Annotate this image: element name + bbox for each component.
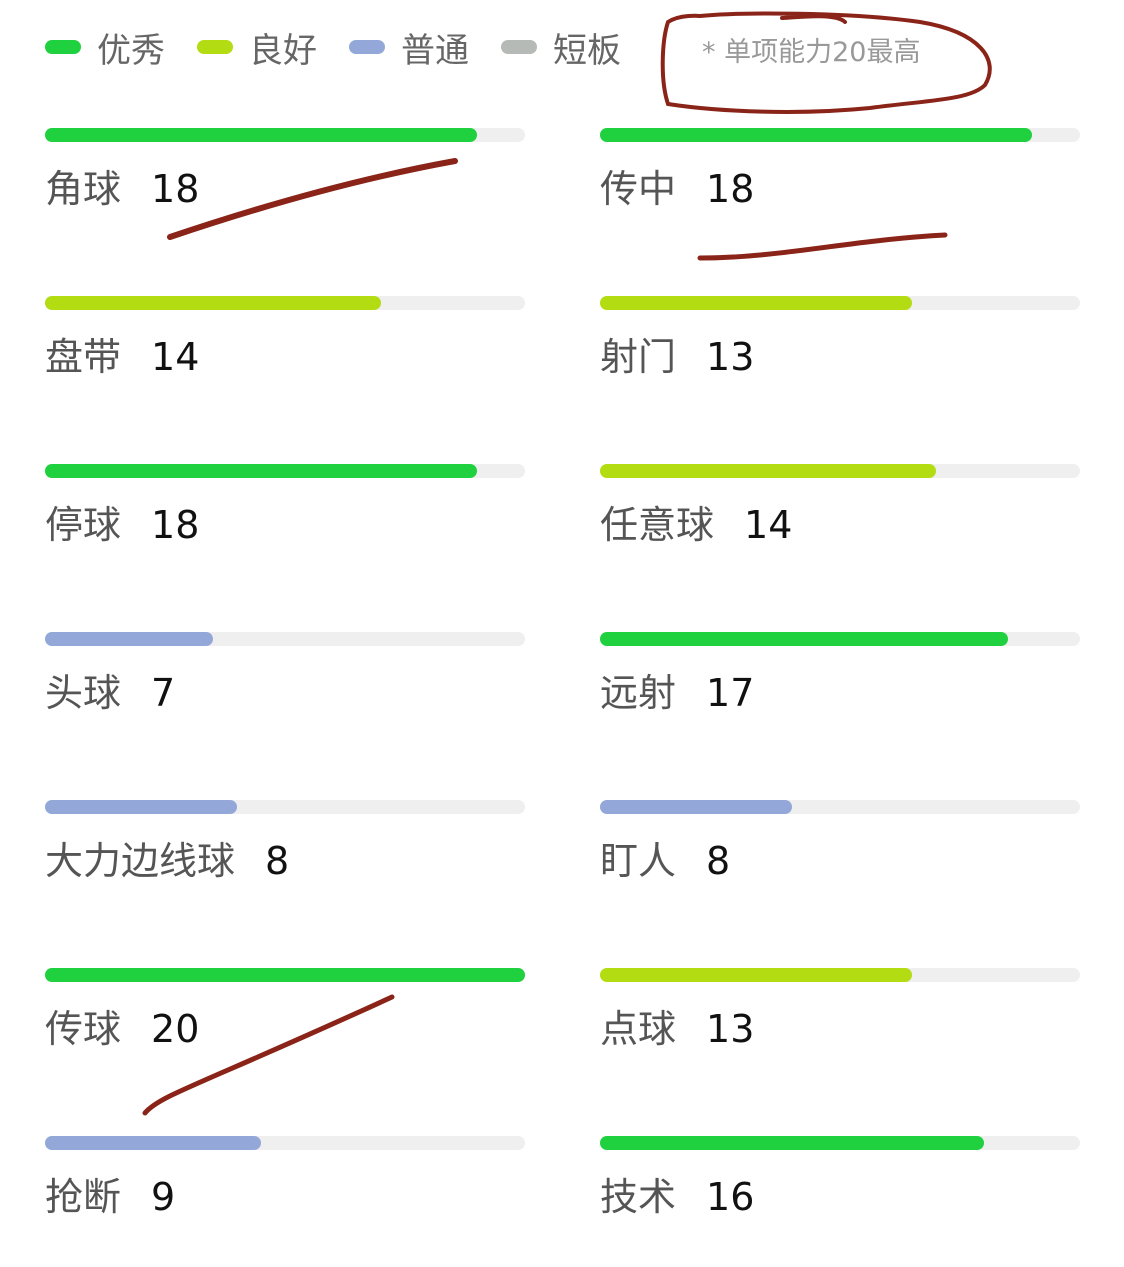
ability-name: 盘带 bbox=[45, 335, 122, 379]
ability-label: 停球 18 bbox=[45, 494, 199, 549]
ability-value: 8 bbox=[265, 839, 290, 883]
ability-item: 头球 7 bbox=[45, 632, 525, 752]
legend-item: 短板 bbox=[501, 23, 621, 72]
progress-fill bbox=[600, 632, 1008, 646]
ability-name: 盯人 bbox=[600, 839, 677, 883]
ability-value: 7 bbox=[151, 671, 176, 715]
ability-name: 头球 bbox=[45, 671, 122, 715]
ability-value: 9 bbox=[151, 1175, 176, 1219]
ability-label: 技术 16 bbox=[600, 1166, 754, 1221]
progress-fill bbox=[600, 1136, 984, 1150]
legend-item: 良好 bbox=[197, 23, 317, 72]
progress-track bbox=[45, 128, 525, 142]
progress-track bbox=[45, 632, 525, 646]
ability-value: 16 bbox=[706, 1175, 755, 1219]
ability-value: 14 bbox=[151, 335, 200, 379]
ability-item: 盘带 14 bbox=[45, 296, 525, 416]
max-note: * 单项能力20最高 bbox=[702, 37, 921, 68]
progress-track bbox=[45, 1136, 525, 1150]
progress-fill bbox=[45, 800, 237, 814]
ability-label: 角球 18 bbox=[45, 158, 199, 213]
progress-track bbox=[45, 464, 525, 478]
progress-track bbox=[600, 464, 1080, 478]
ability-value: 17 bbox=[706, 671, 755, 715]
ability-name: 任意球 bbox=[600, 503, 715, 547]
ability-label: 头球 7 bbox=[45, 662, 175, 717]
progress-fill bbox=[45, 128, 477, 142]
ability-name: 传中 bbox=[600, 167, 677, 211]
ability-item: 角球 18 bbox=[45, 128, 525, 248]
ability-item: 盯人 8 bbox=[600, 800, 1080, 920]
ability-label: 射门 13 bbox=[600, 326, 754, 381]
progress-fill bbox=[45, 296, 381, 310]
progress-fill bbox=[600, 968, 912, 982]
progress-fill bbox=[45, 464, 477, 478]
progress-track bbox=[600, 128, 1080, 142]
legend-swatch bbox=[501, 40, 537, 54]
ability-name: 大力边线球 bbox=[45, 839, 236, 883]
ability-item: 射门 13 bbox=[600, 296, 1080, 416]
ability-label: 远射 17 bbox=[600, 662, 754, 717]
legend: 优秀 良好 普通 短板 bbox=[45, 23, 653, 72]
progress-fill bbox=[600, 800, 792, 814]
ability-value: 18 bbox=[151, 167, 200, 211]
progress-fill bbox=[45, 968, 525, 982]
progress-fill bbox=[600, 128, 1032, 142]
ability-name: 角球 bbox=[45, 167, 122, 211]
ability-label: 盯人 8 bbox=[600, 830, 730, 885]
progress-fill bbox=[45, 632, 213, 646]
legend-label: 优秀 bbox=[97, 30, 165, 71]
ability-item: 传中 18 bbox=[600, 128, 1080, 248]
progress-track bbox=[45, 296, 525, 310]
ability-label: 传球 20 bbox=[45, 998, 199, 1053]
ability-label: 传中 18 bbox=[600, 158, 754, 213]
progress-track bbox=[600, 296, 1080, 310]
ability-label: 抢断 9 bbox=[45, 1166, 175, 1221]
ability-name: 技术 bbox=[600, 1175, 677, 1219]
ability-value: 13 bbox=[706, 335, 755, 379]
ability-item: 抢断 9 bbox=[45, 1136, 525, 1256]
ability-name: 传球 bbox=[45, 1007, 122, 1051]
legend-swatch bbox=[349, 40, 385, 54]
ability-name: 远射 bbox=[600, 671, 677, 715]
ability-value: 8 bbox=[706, 839, 731, 883]
ability-value: 18 bbox=[151, 503, 200, 547]
legend-item: 优秀 bbox=[45, 23, 165, 72]
progress-track bbox=[600, 1136, 1080, 1150]
progress-track bbox=[45, 800, 525, 814]
ability-name: 点球 bbox=[600, 1007, 677, 1051]
ability-item: 点球 13 bbox=[600, 968, 1080, 1088]
legend-item: 普通 bbox=[349, 23, 469, 72]
progress-track bbox=[45, 968, 525, 982]
progress-fill bbox=[45, 1136, 261, 1150]
ability-item: 远射 17 bbox=[600, 632, 1080, 752]
ability-label: 点球 13 bbox=[600, 998, 754, 1053]
progress-track bbox=[600, 800, 1080, 814]
ability-value: 20 bbox=[151, 1007, 200, 1051]
progress-fill bbox=[600, 464, 936, 478]
legend-swatch bbox=[197, 40, 233, 54]
ability-label: 任意球 14 bbox=[600, 494, 792, 549]
progress-track bbox=[600, 968, 1080, 982]
ability-item: 大力边线球 8 bbox=[45, 800, 525, 920]
progress-fill bbox=[600, 296, 912, 310]
legend-label: 良好 bbox=[249, 30, 317, 71]
ability-label: 盘带 14 bbox=[45, 326, 199, 381]
progress-track bbox=[600, 632, 1080, 646]
legend-swatch bbox=[45, 40, 81, 54]
ability-item: 任意球 14 bbox=[600, 464, 1080, 584]
ability-item: 停球 18 bbox=[45, 464, 525, 584]
ability-name: 停球 bbox=[45, 503, 122, 547]
legend-label: 普通 bbox=[401, 30, 469, 71]
ability-item: 传球 20 bbox=[45, 968, 525, 1088]
ability-name: 射门 bbox=[600, 335, 677, 379]
ability-value: 14 bbox=[744, 503, 793, 547]
ability-name: 抢断 bbox=[45, 1175, 122, 1219]
ability-label: 大力边线球 8 bbox=[45, 830, 289, 885]
ability-value: 18 bbox=[706, 167, 755, 211]
legend-label: 短板 bbox=[553, 30, 621, 71]
ability-item: 技术 16 bbox=[600, 1136, 1080, 1256]
ability-value: 13 bbox=[706, 1007, 755, 1051]
